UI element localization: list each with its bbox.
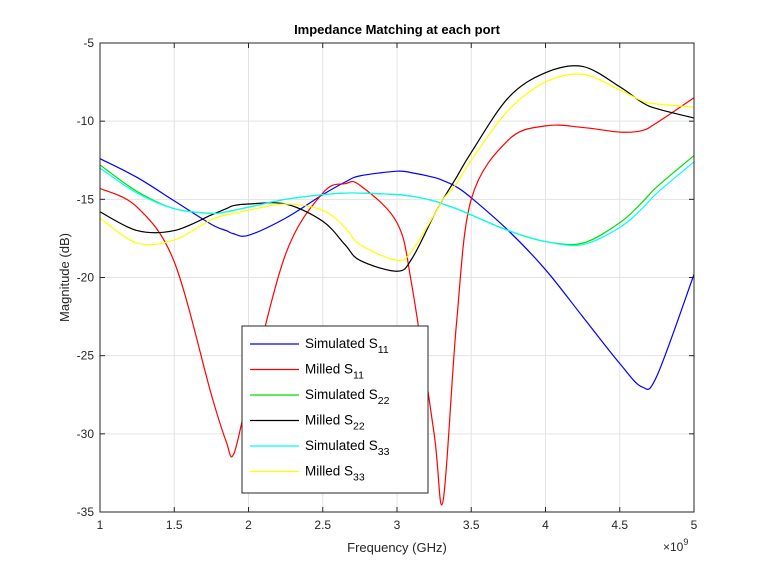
- legend-label-milled-s-s33: Milled S33: [305, 464, 365, 484]
- x-axis-multiplier-exponent: 9: [683, 537, 688, 547]
- ticks: 1 1.5 2 2.5 3 3.5 4 4.5 5 -5 -10 -15 -20 -25 -30 -35: [77, 36, 698, 532]
- x-tick-label: 1.5: [166, 518, 183, 532]
- legend-label-simulated-s-s11: Simulated S11: [305, 336, 389, 356]
- x-tick-label: 2: [245, 518, 252, 532]
- x-axis-multiplier: ×109: [663, 537, 688, 554]
- legend-label-subscript: 33: [353, 472, 365, 484]
- legend-label-main: Milled S: [305, 362, 353, 377]
- series-line-simulated-s-s33: [99, 161, 695, 247]
- series-layer: [99, 65, 695, 506]
- x-tick-label: 4: [542, 518, 549, 532]
- legend-label-milled-s-s22: Milled S22: [305, 413, 365, 433]
- x-axis-label: Frequency (GHz): [347, 540, 447, 555]
- legend-box: [241, 325, 429, 494]
- y-axis-label: Magnitude (dB): [57, 233, 72, 322]
- legend-label-main: Milled S: [305, 413, 353, 428]
- legend-label-subscript: 22: [353, 421, 365, 433]
- x-tick-label: 4.5: [611, 518, 628, 532]
- series-line-milled-s-s33: [99, 73, 695, 262]
- legend-label-main: Simulated S: [305, 336, 378, 351]
- series-line-milled-s-s22: [99, 65, 695, 272]
- legend-label-subscript: 11: [353, 370, 364, 382]
- legend-label-simulated-s-s22: Simulated S22: [305, 387, 390, 407]
- y-tick-label: -30: [77, 427, 95, 441]
- x-tick-label: 3: [394, 518, 401, 532]
- y-tick-label: -15: [77, 192, 95, 206]
- legend-label-subscript: 22: [378, 395, 390, 407]
- y-tick-label: -25: [77, 349, 95, 363]
- y-tick-label: -5: [83, 36, 94, 50]
- legend-label-main: Simulated S: [305, 387, 378, 402]
- y-tick-label: -20: [77, 271, 95, 285]
- x-tick-label: 1: [97, 518, 104, 532]
- legend-label-subscript: 11: [378, 344, 389, 356]
- x-tick-label: 5: [691, 518, 698, 532]
- y-tick-label: -10: [77, 114, 95, 128]
- legend-label-main: Milled S: [305, 464, 353, 479]
- y-tick-label: -35: [77, 505, 95, 519]
- legend-label-simulated-s-s33: Simulated S33: [305, 438, 390, 458]
- x-axis-multiplier-base: ×10: [663, 540, 684, 554]
- chart-title: Impedance Matching at each port: [294, 22, 501, 37]
- legend-label-main: Simulated S: [305, 438, 378, 453]
- series-line-simulated-s-s11: [99, 158, 695, 390]
- legend-label-subscript: 33: [378, 446, 390, 458]
- legend-label-milled-s-s11: Milled S11: [305, 362, 364, 382]
- series-line-milled-s-s11: [99, 97, 695, 506]
- x-tick-label: 3.5: [463, 518, 480, 532]
- x-tick-label: 2.5: [314, 518, 331, 532]
